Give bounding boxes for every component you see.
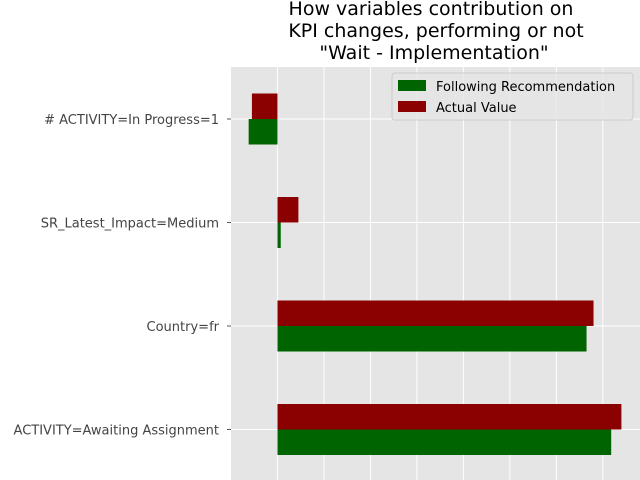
legend-box <box>391 72 634 121</box>
chart-title-line-3: "Wait - Implementation" <box>319 42 548 64</box>
bar-following-recommendation <box>277 429 612 455</box>
bars <box>248 93 622 455</box>
legend: Following Recommendation Actual Value <box>391 72 634 121</box>
chart-title-line-1: How variables contribution on <box>289 0 574 20</box>
y-axis-ticks: # ACTIVITY=In Progress=1 SR_Latest_Impact… <box>14 113 231 439</box>
y-tick-label: ACTIVITY=Awaiting Assignment <box>14 424 219 439</box>
bar-following-recommendation <box>248 119 278 145</box>
bar-following-recommendation <box>277 222 281 248</box>
bar-actual-value <box>251 93 278 119</box>
legend-label-actual-value: Actual Value <box>436 101 517 116</box>
legend-swatch-actual-value <box>398 101 426 112</box>
bar-actual-value <box>277 197 299 223</box>
y-tick-label: SR_Latest_Impact=Medium <box>41 217 219 232</box>
y-tick-label: # ACTIVITY=In Progress=1 <box>44 113 219 128</box>
chart-title-line-2: KPI changes, performing or not <box>288 20 583 42</box>
legend-label-following-recommendation: Following Recommendation <box>436 80 615 95</box>
bar-actual-value <box>277 300 594 326</box>
bar-following-recommendation <box>277 326 587 352</box>
legend-swatch-following-recommendation <box>398 80 426 91</box>
bar-actual-value <box>277 404 622 430</box>
y-tick-label: Country=fr <box>147 320 220 335</box>
